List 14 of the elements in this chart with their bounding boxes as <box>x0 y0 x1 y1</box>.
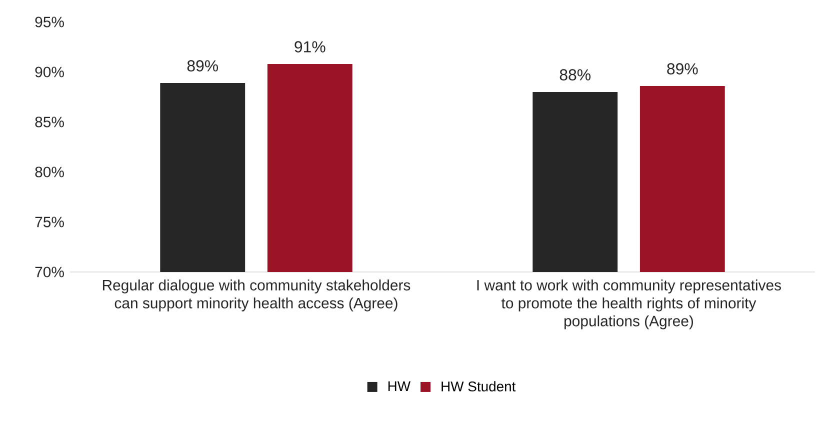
y-tick-label: 75% <box>35 216 64 228</box>
x-tick-label: I want to work with community representatives to promote the health rights of minority populations (Agree) <box>477 280 781 330</box>
y-tick-label: 70% <box>35 266 64 278</box>
y-tick-label: 85% <box>35 116 64 128</box>
y-tick-label: 90% <box>35 66 64 78</box>
legend-label: HW Student <box>442 381 516 392</box>
x-tick-label: Regular dialogue with community stakeholders can support minority health access (Agree) <box>102 280 410 312</box>
data-label: 91% <box>294 41 326 52</box>
data-label: 89% <box>187 60 218 72</box>
y-tick-label: 95% <box>35 16 64 28</box>
y-tick-label: 80% <box>35 166 64 178</box>
data-label: 89% <box>667 63 698 74</box>
legend-label: HW <box>388 381 410 392</box>
data-label: 88% <box>560 69 590 80</box>
